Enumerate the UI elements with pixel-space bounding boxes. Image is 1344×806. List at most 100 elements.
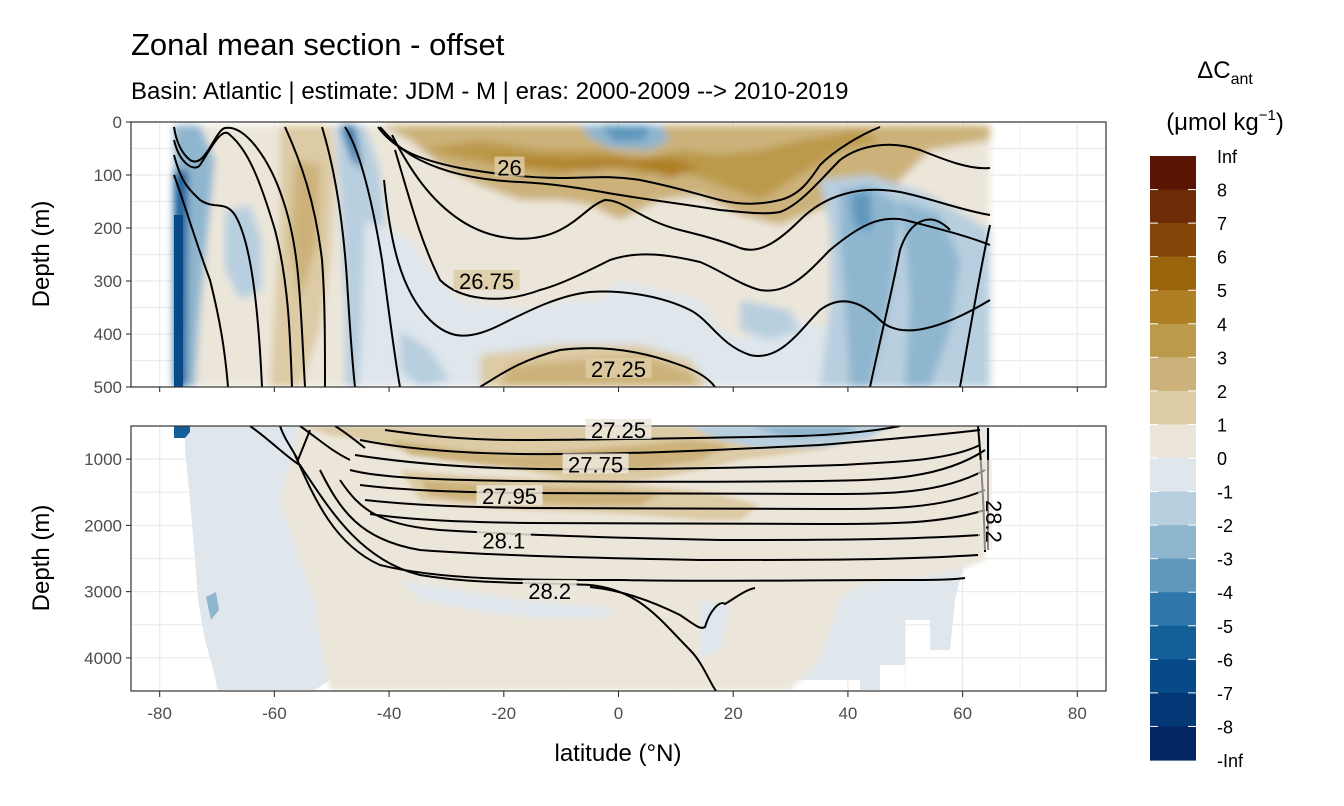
isopycnal-line xyxy=(479,347,716,387)
isopycnal-line xyxy=(364,489,986,510)
x-tick-label: 60 xyxy=(953,704,972,723)
isopycnal-label: 27.25 xyxy=(591,357,646,382)
legend-swatch xyxy=(1150,592,1196,627)
legend-swatch xyxy=(1150,390,1196,426)
isopycnal-line xyxy=(173,126,306,387)
field-patch xyxy=(360,220,850,387)
isopycnal-line xyxy=(294,454,966,582)
isopycnal-label-bg xyxy=(585,357,652,378)
isopycnal-line xyxy=(379,126,991,215)
legend-swatch xyxy=(1150,323,1196,358)
legend-swatch xyxy=(1150,223,1196,258)
legend-label: -8 xyxy=(1217,717,1233,737)
legend-colorbar xyxy=(1150,156,1196,761)
y-tick-label: 100 xyxy=(94,166,122,185)
isopycnal-line xyxy=(869,218,951,387)
isopycnal-line xyxy=(354,444,981,471)
isopycnal-labels: 26 26.75 27.25 27.25 27.75 27.95 28.128.2 xyxy=(453,156,652,604)
isopycnal-line xyxy=(173,174,229,387)
field-patch xyxy=(340,125,362,170)
isopycnal-line xyxy=(391,134,991,251)
isopycnal-line xyxy=(249,426,718,691)
field-upper xyxy=(173,125,991,387)
legend-unit-main: (μmol kg xyxy=(1166,109,1259,136)
isopycnal-line xyxy=(344,126,401,387)
legend-swatch xyxy=(1150,491,1196,526)
isopycnal-line xyxy=(173,154,263,387)
legend-swatch xyxy=(1150,458,1196,493)
x-tick-label: -40 xyxy=(377,704,402,723)
x-tick-label: -20 xyxy=(492,704,517,723)
legend-title-main: ΔC xyxy=(1197,57,1230,84)
field-patch xyxy=(480,155,700,178)
legend-label: -6 xyxy=(1217,650,1233,670)
field-patch xyxy=(850,192,872,230)
legend-label: -3 xyxy=(1217,550,1233,570)
legend-label: -Inf xyxy=(1217,751,1244,771)
y-tick-label: 500 xyxy=(94,378,122,397)
legend-swatch xyxy=(1150,726,1196,761)
field-patch xyxy=(840,185,900,387)
legend-label: 8 xyxy=(1217,181,1227,201)
isopycnal-label-bg xyxy=(585,418,652,439)
panel-upper: 0 100 200 300 400 500 xyxy=(94,113,1107,397)
field-patch xyxy=(174,426,190,438)
x-axis-label: latitude (°N) xyxy=(555,740,682,767)
field-patch xyxy=(740,300,800,340)
isopycnal-lines-upper xyxy=(173,126,991,387)
isopycnal-line xyxy=(349,449,986,483)
field-patch xyxy=(335,125,385,387)
isopycnal-label: 28.2 xyxy=(528,579,571,604)
isopycnal-label-cluster: 28.2 xyxy=(981,500,1006,543)
legend-label: 3 xyxy=(1217,348,1227,368)
x-tick-label: 20 xyxy=(724,704,743,723)
field-patch xyxy=(174,215,183,387)
y-tick-label: 200 xyxy=(94,219,122,238)
isopycnal-label: 27.25 xyxy=(591,418,646,443)
legend-swatch xyxy=(1150,424,1196,459)
x-tick-label: -60 xyxy=(262,704,287,723)
isopycnal-line xyxy=(321,126,356,387)
chart-subtitle: Basin: Atlantic | estimate: JDM - M | er… xyxy=(131,78,848,105)
x-axis: -80 -60 -40 -20 0 20 40 60 80 xyxy=(147,387,1087,723)
isopycnal-label-bg xyxy=(476,529,531,550)
legend-label: -5 xyxy=(1217,617,1233,637)
legend-label: -2 xyxy=(1217,516,1233,536)
y-tick-label: 3000 xyxy=(84,583,122,602)
legend-label: Inf xyxy=(1217,147,1238,167)
isopycnal-label-bg xyxy=(522,579,577,600)
legend-swatch xyxy=(1150,659,1196,694)
legend-swatch xyxy=(1150,525,1196,560)
y-axis-label-lower: Depth (m) xyxy=(28,505,55,612)
legend-swatch xyxy=(1150,625,1196,660)
isopycnal-line xyxy=(359,429,981,456)
isopycnal-line xyxy=(377,126,881,205)
legend-unit: (μmol kg−1) xyxy=(1166,107,1284,136)
legend-swatch xyxy=(1150,558,1196,593)
legend-title-sub: ant xyxy=(1231,71,1254,88)
isopycnal-lines-lower xyxy=(249,426,990,691)
isopycnal-label-bg xyxy=(494,156,525,177)
isopycnal-line xyxy=(589,586,756,629)
isopycnal-label: 26.75 xyxy=(459,269,514,294)
y-axis-upper: 0 100 200 300 400 500 xyxy=(94,113,131,397)
isopycnal-line xyxy=(369,509,986,525)
field-patch xyxy=(978,460,992,550)
legend-label: -4 xyxy=(1217,583,1233,603)
field-patch xyxy=(400,330,450,387)
legend: ΔCant (μmol kg−1) Inf 8 7 6 5 4 3 2 1 0 -1 -2 -3 -4 -5… xyxy=(1150,57,1284,771)
isopycnal-label-bg xyxy=(476,485,543,506)
isopycnal-line xyxy=(339,479,981,542)
y-axis-lower: 1000 2000 3000 4000 xyxy=(84,450,131,668)
x-tick-label: 0 xyxy=(614,704,623,723)
field-patch xyxy=(900,200,960,387)
legend-label: 5 xyxy=(1217,281,1227,301)
isopycnal-line xyxy=(394,149,991,300)
isopycnal-line xyxy=(959,224,991,387)
legend-unit-sup: −1 xyxy=(1259,107,1276,124)
legend-label: 1 xyxy=(1217,415,1227,435)
x-tick-label: 40 xyxy=(838,704,857,723)
isopycnal-line xyxy=(173,131,293,387)
isopycnal-label-bg xyxy=(453,270,520,290)
